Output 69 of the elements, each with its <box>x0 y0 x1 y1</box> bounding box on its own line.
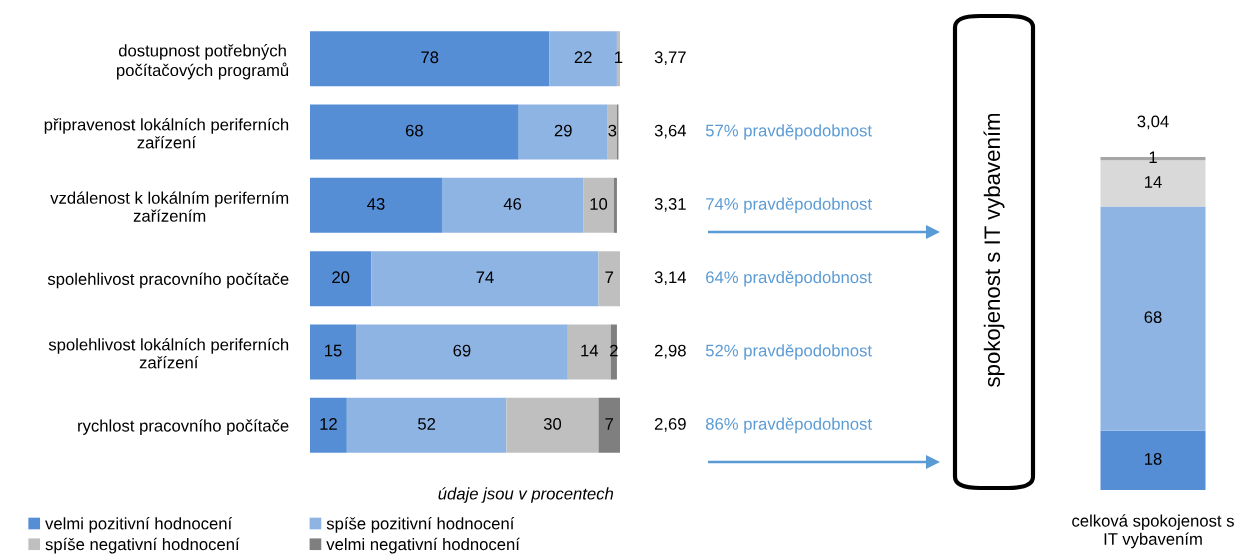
text: 52% pravděpodobnost <box>705 344 872 360</box>
category-label: spolehlivost pracovního počítače <box>47 272 289 289</box>
legend-label: spíše pozitivní hodnocení <box>326 517 515 533</box>
bar <box>1100 206 1206 431</box>
bar <box>356 324 568 380</box>
text: 2,98 <box>654 344 686 359</box>
text: 3,14 <box>654 271 687 286</box>
data-label: 29 <box>554 124 572 137</box>
legend-label: velmi negativní hodnocení <box>326 537 520 554</box>
legend-label: velmi pozitivní hodnocení <box>45 517 233 533</box>
bar <box>310 104 519 160</box>
category-label: připravenost lokálních periferních zařízení <box>44 118 289 149</box>
data-label: 68 <box>1144 311 1162 324</box>
category-label: rychlost pracovního počítače <box>78 419 289 435</box>
x-axis-title: celková spokojenost s IT vybavením <box>1072 514 1234 549</box>
bar <box>346 397 507 453</box>
text: 2,69 <box>654 418 686 432</box>
data-label: 3 <box>608 124 617 137</box>
data-label: 18 <box>1145 453 1162 465</box>
data-label: 46 <box>503 198 522 210</box>
data-label: 43 <box>367 198 385 210</box>
data-label: 14 <box>581 344 599 357</box>
category-label: spolehlivost lokálních periferních zařízení <box>48 338 289 369</box>
data-label: 30 <box>543 418 562 430</box>
bar <box>371 251 599 307</box>
bar <box>567 324 611 380</box>
text: 64% pravděpodobnost <box>706 270 872 287</box>
bar <box>598 397 620 453</box>
text: spokojenost s IT vybavením <box>983 113 1005 387</box>
bar <box>310 397 347 453</box>
data-label: 7 <box>605 271 614 283</box>
bar <box>441 177 584 233</box>
bar <box>518 104 608 160</box>
bar <box>583 177 614 233</box>
bar <box>310 324 357 380</box>
text: 74% pravděpodobnost <box>706 197 872 214</box>
data-label: 69 <box>453 344 471 357</box>
bar <box>598 251 620 307</box>
data-label: 15 <box>325 344 342 357</box>
text: 3,77 <box>654 51 686 66</box>
bar <box>607 104 617 160</box>
text: 86% pravděpodobnost <box>705 417 872 434</box>
data-label: 78 <box>421 51 439 64</box>
data-label: 22 <box>574 51 592 63</box>
data-label: 1 <box>1149 151 1157 163</box>
bar <box>549 31 617 87</box>
data-label: 52 <box>418 418 436 430</box>
bar <box>613 177 617 233</box>
data-label: 14 <box>1145 176 1162 188</box>
data-label: 74 <box>476 271 494 283</box>
bar <box>310 251 372 307</box>
bar <box>506 397 599 453</box>
bar <box>310 177 442 233</box>
bar <box>310 31 550 87</box>
text: 3,31 <box>654 198 686 212</box>
data-label: 7 <box>605 418 614 430</box>
text: údaje jsou v procentech <box>438 487 614 503</box>
data-label: 20 <box>332 271 350 284</box>
data-label: 1 <box>615 51 623 63</box>
data-label: 10 <box>590 198 608 210</box>
category-label: dostupnost potřebných počítačových programů <box>117 44 289 80</box>
category-label: vzdálenost k lokálním periferním zařízením <box>50 191 289 222</box>
bar <box>1100 430 1206 490</box>
text: 3,04 <box>1137 115 1169 130</box>
text: 57% pravděpodobnost <box>705 124 872 140</box>
data-label: 68 <box>405 124 423 137</box>
legend-label: spíše negativní hodnocení <box>45 537 240 554</box>
data-label: 12 <box>320 418 337 430</box>
text: 3,64 <box>654 124 687 139</box>
